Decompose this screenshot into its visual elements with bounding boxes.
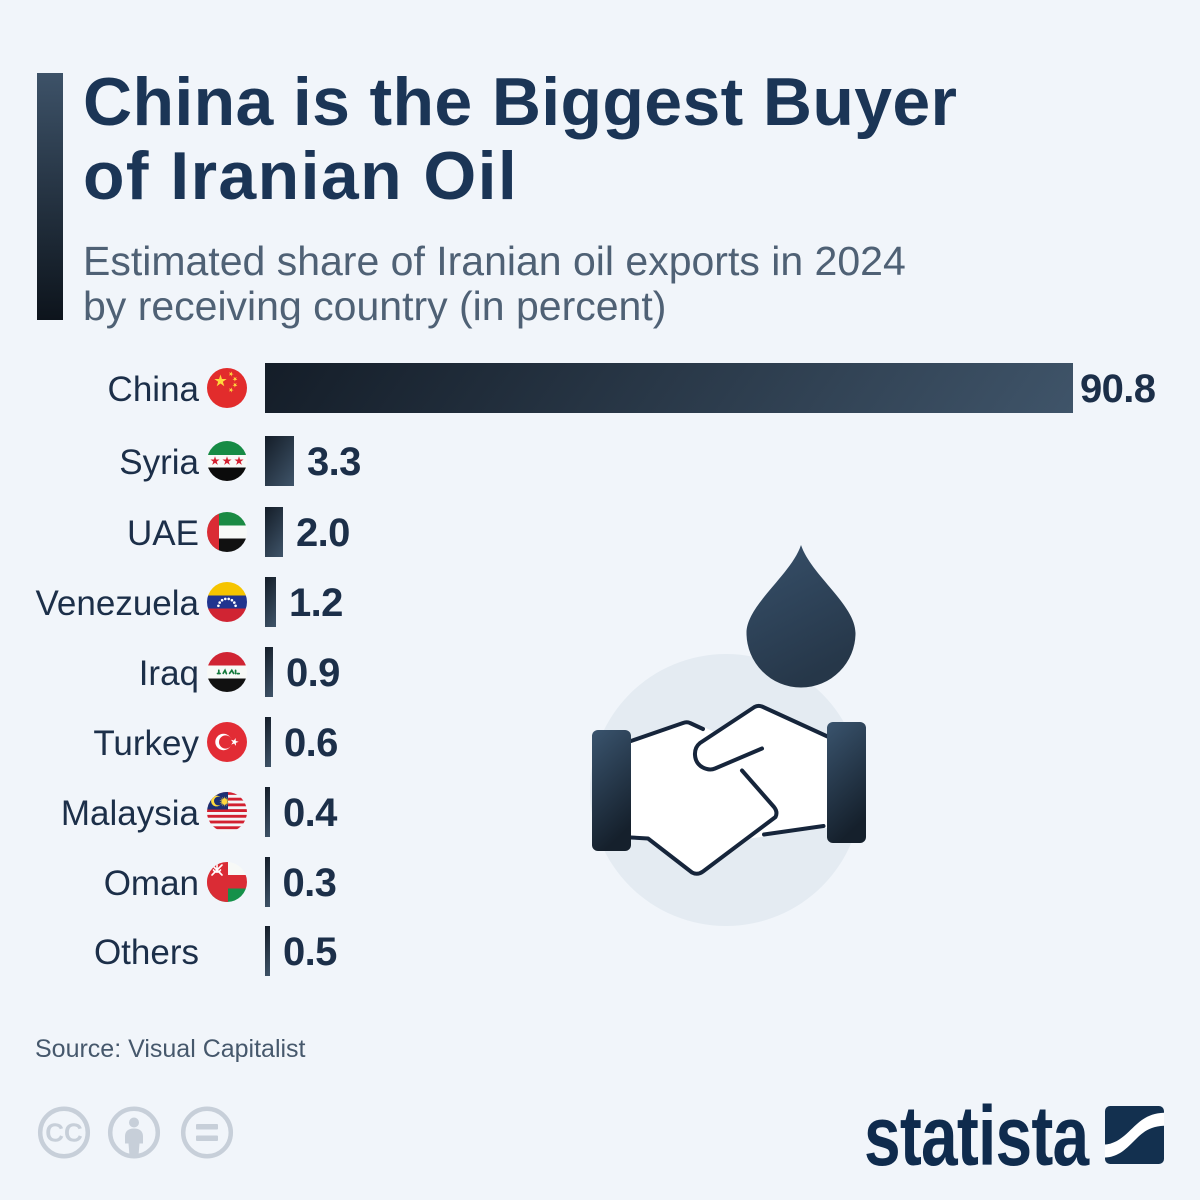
- svg-text:CC: CC: [45, 1118, 83, 1148]
